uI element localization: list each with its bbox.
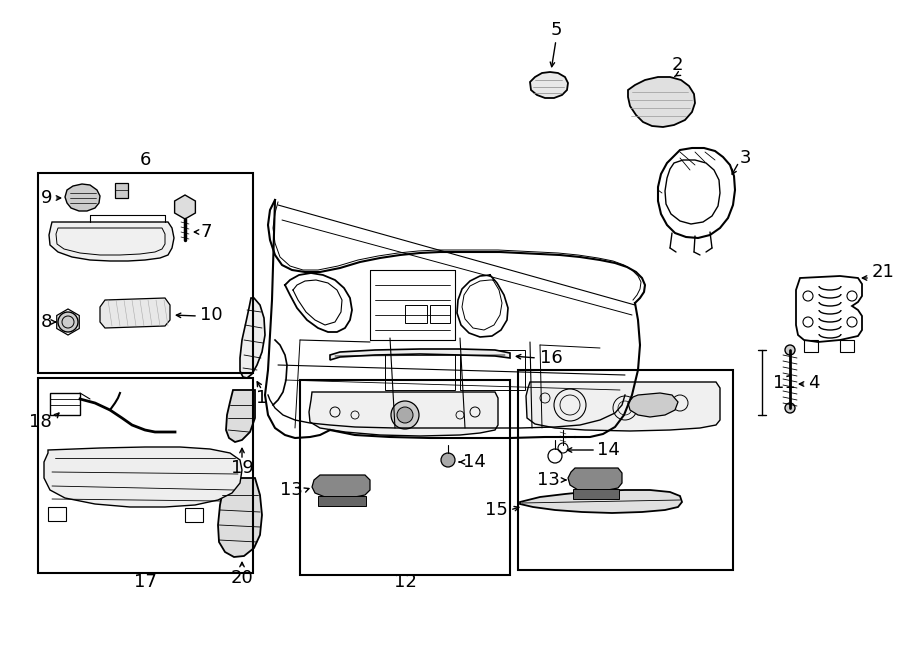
- Polygon shape: [218, 478, 262, 557]
- Text: 4: 4: [808, 374, 820, 392]
- Polygon shape: [568, 468, 622, 491]
- Circle shape: [397, 407, 413, 423]
- Text: 9: 9: [40, 189, 52, 207]
- Polygon shape: [240, 298, 265, 378]
- Text: 1: 1: [256, 389, 267, 407]
- Bar: [185, 508, 203, 522]
- Text: 14: 14: [463, 453, 486, 471]
- Text: 3: 3: [740, 149, 752, 167]
- Bar: [518, 370, 733, 570]
- Text: 8: 8: [40, 313, 52, 331]
- Text: 15: 15: [485, 501, 508, 519]
- Circle shape: [58, 312, 78, 332]
- Text: 21: 21: [872, 263, 895, 281]
- Bar: [318, 496, 366, 506]
- Text: 12: 12: [393, 573, 417, 591]
- Polygon shape: [226, 390, 255, 442]
- Text: 20: 20: [230, 569, 254, 587]
- Bar: [300, 380, 510, 575]
- Polygon shape: [175, 195, 195, 219]
- Bar: [430, 305, 450, 323]
- Text: 10: 10: [200, 306, 222, 324]
- Polygon shape: [44, 447, 242, 507]
- Polygon shape: [526, 382, 720, 431]
- Circle shape: [785, 403, 795, 413]
- Text: 7: 7: [200, 223, 212, 241]
- Polygon shape: [309, 392, 498, 436]
- Circle shape: [391, 401, 419, 429]
- Text: 13: 13: [537, 471, 560, 489]
- Text: 5: 5: [550, 21, 562, 39]
- Polygon shape: [330, 349, 510, 360]
- Polygon shape: [115, 183, 128, 198]
- Bar: [48, 507, 66, 521]
- Text: 16: 16: [540, 349, 562, 367]
- Bar: [50, 393, 80, 415]
- Text: 13: 13: [280, 481, 303, 499]
- Bar: [38, 173, 253, 373]
- Text: 2: 2: [671, 56, 683, 74]
- Polygon shape: [100, 298, 170, 328]
- Bar: [405, 305, 427, 323]
- Bar: [460, 350, 525, 390]
- Bar: [840, 340, 854, 352]
- Text: 18: 18: [29, 413, 52, 431]
- Text: 6: 6: [140, 151, 150, 169]
- Circle shape: [785, 345, 795, 355]
- Bar: [38, 378, 253, 573]
- Polygon shape: [520, 490, 682, 513]
- Bar: [573, 489, 619, 499]
- Polygon shape: [49, 222, 174, 261]
- Polygon shape: [628, 393, 678, 417]
- Polygon shape: [530, 72, 568, 98]
- Polygon shape: [65, 184, 100, 211]
- Text: 19: 19: [230, 459, 254, 477]
- Bar: [804, 340, 818, 352]
- Text: 11: 11: [773, 374, 796, 392]
- Polygon shape: [628, 77, 695, 127]
- Polygon shape: [312, 475, 370, 498]
- Bar: [385, 350, 455, 390]
- Text: 17: 17: [133, 573, 157, 591]
- Circle shape: [441, 453, 455, 467]
- Text: 14: 14: [597, 441, 620, 459]
